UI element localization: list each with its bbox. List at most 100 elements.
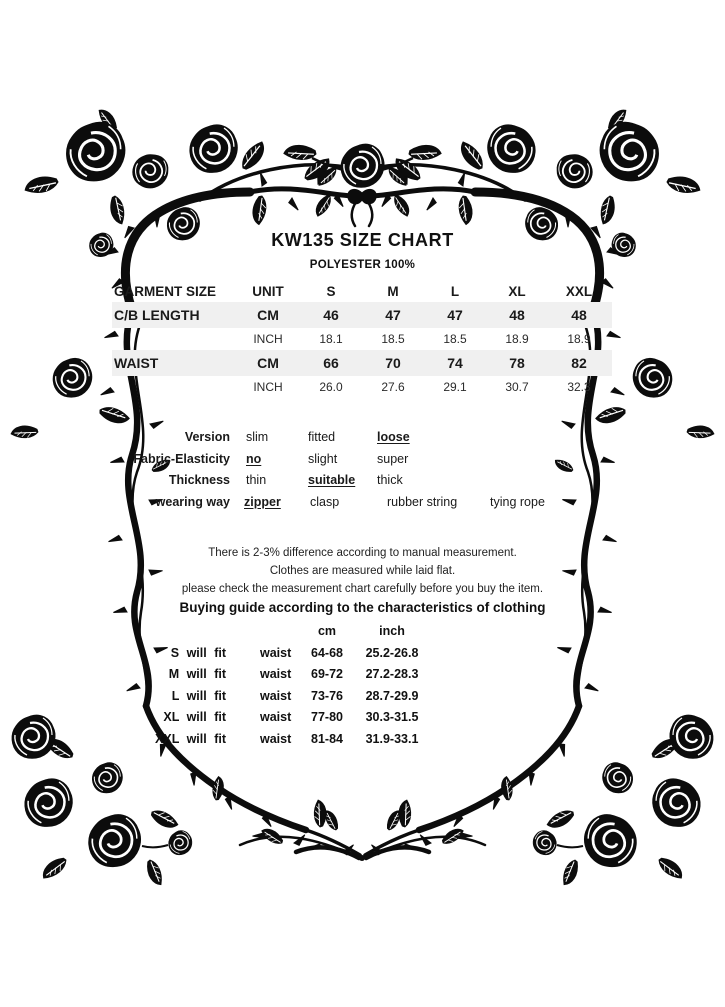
attr-label: Version (184, 430, 230, 444)
header-unit: UNIT (252, 283, 284, 299)
attributes-section: Version slim fitted loose Fabric-Elastic… (0, 430, 725, 516)
attr-value-selected: loose (377, 430, 410, 444)
cell-value: 47 (385, 307, 401, 323)
note-line: There is 2-3% difference according to ma… (208, 547, 517, 559)
guide-cm-range: 69-72 (311, 667, 343, 681)
cell-value: 18.9 (505, 332, 529, 346)
guide-part: waist (260, 688, 292, 703)
guide-header-cm: cm (317, 624, 337, 638)
cell-value: 18.9 (567, 332, 591, 346)
cell-value: 30.7 (505, 380, 529, 394)
buying-guide-table: cm inch S will fit waist 64-68 25.2-26.8… (0, 624, 725, 753)
cell-value: 18.1 (319, 332, 343, 346)
guide-row-l: L will fit waist 73-76 28.7-29.9 (0, 689, 725, 711)
header-size-xl: XL (508, 283, 526, 299)
note-line: Clothes are measured while laid flat. (269, 565, 456, 577)
guide-row-s: S will fit waist 64-68 25.2-26.8 (0, 646, 725, 668)
table-row-cb-length-inch: INCH 18.1 18.5 18.5 18.9 18.9 (112, 328, 612, 350)
row-unit: INCH (253, 332, 283, 346)
guide-size-label: S will fit (170, 645, 226, 660)
guide-part: waist (260, 731, 292, 746)
cell-value: 70 (385, 355, 401, 371)
guide-row-xl: XL will fit waist 77-80 30.3-31.5 (0, 710, 725, 732)
material-label: POLYESTER 100% (309, 259, 416, 271)
guide-header-row: cm inch (0, 624, 725, 646)
header-garment-size: GARMENT SIZE (114, 283, 217, 299)
cell-value: 48 (509, 307, 525, 323)
guide-size-label: XXL will fit (155, 731, 226, 746)
row-label: WAIST (114, 355, 159, 371)
attr-value: rubber string (387, 494, 458, 509)
bottom-center-dot (359, 855, 365, 861)
attr-value: slim (246, 430, 269, 444)
guide-cm-range: 73-76 (311, 688, 343, 703)
attr-value: tying rope (490, 494, 545, 509)
guide-cm-range: 77-80 (311, 710, 343, 724)
cell-value: 74 (447, 355, 463, 371)
page-title: KW135 SIZE CHART (271, 230, 454, 250)
note-line: please check the measurement chart caref… (181, 583, 544, 595)
row-label: C/B LENGTH (114, 307, 200, 323)
cell-value: 48 (571, 307, 587, 323)
guide-inch-range: 25.2-26.8 (365, 645, 419, 660)
row-unit: INCH (253, 380, 283, 394)
guide-header-inch: inch (379, 624, 405, 638)
cell-value: 46 (323, 307, 339, 323)
guide-inch-range: 27.2-28.3 (365, 667, 419, 681)
measurement-notes: There is 2-3% difference according to ma… (0, 544, 725, 598)
attr-value: thick (377, 473, 403, 487)
rose-branch-left (10, 105, 362, 887)
header-size-l: L (450, 283, 460, 299)
attr-row-fabric-elasticity: Fabric-Elasticity no slight super (0, 452, 725, 474)
guide-inch-range: 31.9-33.1 (365, 731, 419, 746)
guide-row-m: M will fit waist 69-72 27.2-28.3 (0, 667, 725, 689)
attr-value: thin (246, 473, 267, 487)
guide-row-xxl: XXL will fit waist 81-84 31.9-33.1 (0, 732, 725, 754)
size-table: GARMENT SIZE UNIT S M L XL XXL C/B LENGT… (112, 280, 612, 398)
guide-size-label: L will fit (171, 688, 226, 703)
header-size-xxl: XXL (565, 283, 593, 299)
attr-value: slight (308, 451, 338, 466)
size-table-header-row: GARMENT SIZE UNIT S M L XL XXL (112, 280, 612, 302)
attr-row-thickness: Thickness thin suitable thick (0, 473, 725, 495)
attr-value-selected: suitable (308, 473, 356, 487)
cell-value: 82 (571, 355, 587, 371)
attr-value-selected: no (246, 451, 262, 466)
attr-value: clasp (310, 494, 340, 509)
cell-value: 47 (447, 307, 463, 323)
attr-label: wearing way (155, 494, 230, 509)
cell-value: 18.5 (381, 332, 405, 346)
guide-size-label: M will fit (168, 667, 226, 681)
cell-value: 27.6 (381, 380, 405, 394)
guide-cm-range: 81-84 (311, 731, 343, 746)
cell-value: 78 (509, 355, 525, 371)
guide-size-label: XL will fit (163, 710, 226, 724)
guide-cm-range: 64-68 (311, 645, 343, 660)
attr-row-version: Version slim fitted loose (0, 430, 725, 452)
guide-part: waist (260, 710, 292, 724)
header-size-s: S (326, 283, 336, 299)
table-row-waist-cm: WAIST CM 66 70 74 78 82 (112, 350, 612, 376)
cell-value: 29.1 (443, 380, 467, 394)
guide-part: waist (260, 667, 292, 681)
row-unit: CM (257, 307, 279, 323)
table-row-waist-inch: INCH 26.0 27.6 29.1 30.7 32.3 (112, 376, 612, 398)
attr-value-selected: zipper (244, 494, 281, 509)
cell-value: 32.3 (567, 380, 591, 394)
attr-value: super (377, 451, 409, 466)
top-center-garland (282, 140, 441, 228)
attr-label: Fabric-Elasticity (133, 451, 230, 466)
cell-value: 66 (323, 355, 339, 371)
attr-label: Thickness (168, 473, 230, 487)
guide-inch-range: 28.7-29.9 (365, 688, 419, 703)
row-unit: CM (257, 355, 279, 371)
header-size-m: M (387, 283, 399, 299)
cell-value: 18.5 (443, 332, 467, 346)
guide-part: waist (260, 645, 292, 660)
buying-guide-title: Buying guide according to the characteri… (179, 600, 546, 615)
guide-inch-range: 30.3-31.5 (365, 710, 419, 724)
attr-row-wearing-way: wearing way zipper clasp rubber string t… (0, 495, 725, 517)
